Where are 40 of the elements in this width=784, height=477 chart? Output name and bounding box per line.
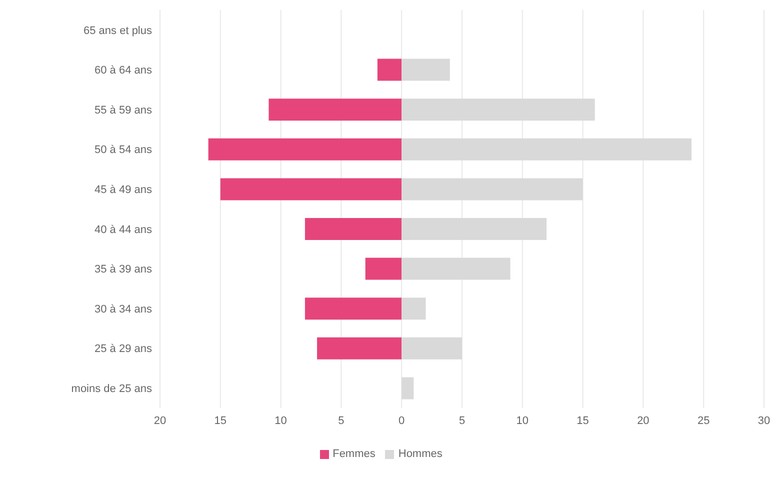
x-tick-label: 0: [398, 414, 405, 427]
x-tick-label: 20: [637, 414, 650, 427]
bar: [304, 298, 402, 320]
x-tick-label: 10: [274, 414, 287, 427]
legend-label: Femmes: [332, 448, 376, 460]
bar: [402, 98, 595, 121]
bar: [402, 178, 583, 200]
bar: [402, 337, 462, 360]
bar: [220, 178, 402, 200]
y-tick-label: 40 à 44 ans: [94, 224, 152, 236]
bar: [268, 98, 402, 121]
x-tick-label: 20: [154, 414, 166, 427]
bar: [304, 218, 402, 240]
y-tick-label: 65 ans et plus: [84, 24, 152, 37]
legend-label: Hommes: [398, 448, 442, 460]
y-tick-label: 60 à 64 ans: [94, 64, 152, 77]
y-tick-label: 45 à 49 ans: [94, 184, 152, 196]
y-tick-label: 25 à 29 ans: [94, 343, 152, 356]
bar: [317, 337, 402, 360]
bar: [402, 298, 426, 320]
bar: [402, 258, 510, 280]
x-tick-label: 10: [516, 414, 529, 427]
bar: [402, 218, 547, 240]
y-tick-label: 55 à 59 ans: [94, 104, 152, 116]
x-tick-label: 15: [214, 414, 227, 427]
x-tick-label: 5: [338, 414, 344, 427]
y-tick-label: 35 à 39 ans: [94, 264, 152, 276]
bar: [377, 58, 402, 81]
x-tick-label: 5: [458, 414, 466, 427]
bar: [208, 138, 402, 160]
bar: [402, 58, 450, 81]
x-tick-label: 25: [697, 414, 710, 427]
bar: [402, 138, 692, 160]
bar: [402, 377, 414, 400]
x-tick-label: 15: [576, 414, 589, 427]
bar: [365, 258, 402, 280]
y-tick-label: 30 à 34 ans: [94, 303, 152, 316]
y-tick-label: 50 à 54 ans: [94, 144, 152, 156]
x-tick-label: 30: [758, 414, 770, 427]
y-tick-label: moins de 25 ans: [71, 383, 152, 396]
